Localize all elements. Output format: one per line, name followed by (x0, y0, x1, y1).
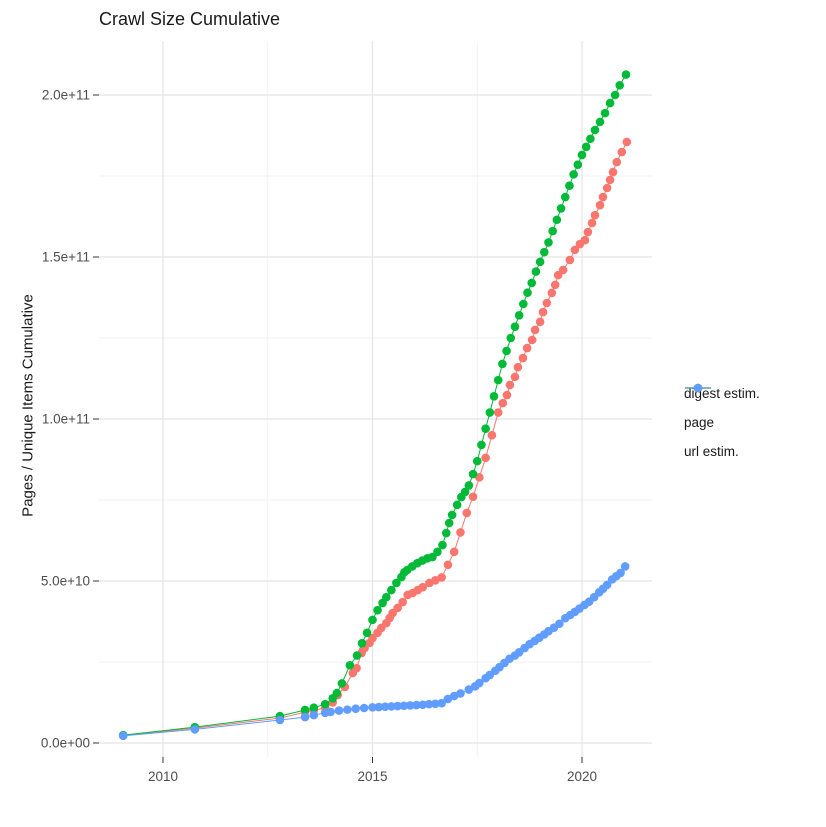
y-tick-label: 1.0e+11 (42, 412, 90, 427)
y-tick-label: 5.0e+10 (41, 574, 90, 589)
chart-title: Crawl Size Cumulative (99, 9, 281, 29)
x-tick-label: 2015 (357, 769, 387, 784)
y-tick-label: 2.0e+11 (42, 88, 90, 103)
series-points-page (118, 70, 631, 740)
y-axis-title: Pages / Unique Items Cumulative (19, 294, 37, 517)
x-tick-label: 2020 (567, 769, 597, 784)
y-tick-label: 1.5e+11 (42, 250, 90, 265)
legend-label: page (684, 415, 715, 430)
legend-key-dot-line-icon (685, 383, 711, 393)
gridlines-minor (99, 41, 652, 757)
legend-item-page: page (684, 383, 760, 437)
legend: digest estim. page url estim. (684, 379, 760, 466)
axis-tick-labels: 2010 2015 2020 0.0e+00 5.0e+10 1.0e+11 1.5e+11… (41, 88, 597, 785)
gridlines-major (99, 41, 652, 757)
legend-label: digest estim. (684, 386, 760, 401)
series-points-url-estim- (118, 562, 630, 741)
x-tick-label: 2010 (148, 769, 178, 784)
legend-item-url-estim: url estim. (684, 383, 760, 466)
axis-ticks (93, 94, 583, 763)
y-tick-label: 0.0e+00 (41, 736, 90, 751)
legend-label: url estim. (684, 444, 739, 459)
